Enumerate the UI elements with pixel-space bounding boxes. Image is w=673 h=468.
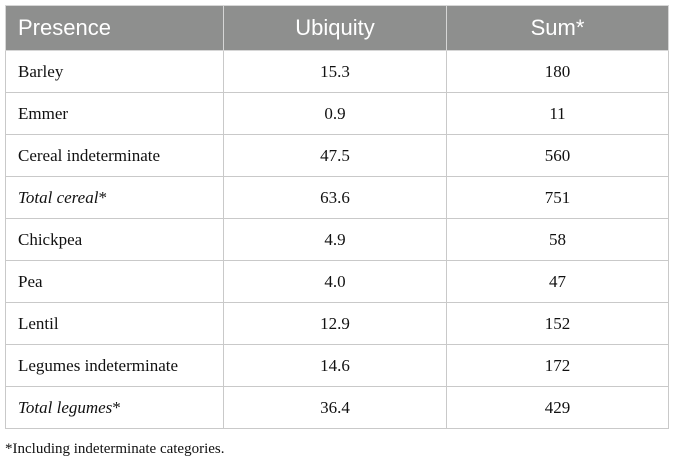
table-row: Chickpea 4.9 58 [5, 218, 669, 261]
row-label: Barley [5, 50, 224, 93]
row-label: Cereal indeterminate [5, 134, 224, 177]
table-body: Barley 15.3 180 Emmer 0.9 11 Cereal inde… [5, 50, 669, 429]
row-sum: 172 [446, 344, 669, 387]
row-label-asterisk: * [98, 187, 107, 207]
row-label-text: Total cereal [18, 187, 99, 207]
row-ubiquity: 12.9 [223, 302, 447, 345]
row-label-text: Emmer [18, 103, 69, 123]
table-row: Barley 15.3 180 [5, 50, 669, 93]
header-presence: Presence [5, 5, 224, 51]
row-sum: 47 [446, 260, 669, 303]
row-label-text: Pea [18, 271, 43, 291]
row-label-text: Total legumes [18, 397, 113, 417]
table-row-total: Total legumes* 36.4 429 [5, 386, 669, 429]
row-sum: 11 [446, 92, 669, 135]
table-footnote: *Including indeterminate categories. [5, 441, 225, 457]
table-row: Emmer 0.9 11 [5, 92, 669, 135]
table-row: Pea 4.0 47 [5, 260, 669, 303]
row-label: Legumes indeterminate [5, 344, 224, 387]
table-header: Presence Ubiquity Sum* [5, 5, 669, 51]
row-ubiquity: 47.5 [223, 134, 447, 177]
row-sum: 751 [446, 176, 669, 219]
row-sum: 58 [446, 218, 669, 261]
row-ubiquity: 63.6 [223, 176, 447, 219]
row-ubiquity: 14.6 [223, 344, 447, 387]
row-ubiquity: 36.4 [223, 386, 447, 429]
row-label: Emmer [5, 92, 224, 135]
row-label: Total cereal* [5, 176, 224, 219]
row-label: Chickpea [5, 218, 224, 261]
row-label: Lentil [5, 302, 224, 345]
header-ubiquity: Ubiquity [223, 5, 447, 51]
table-row: Cereal indeterminate 47.5 560 [5, 134, 669, 177]
header-row: Presence Ubiquity Sum* [5, 5, 669, 51]
header-sum: Sum* [446, 5, 669, 51]
row-sum: 152 [446, 302, 669, 345]
row-label-text: Legumes indeterminate [18, 355, 179, 375]
row-ubiquity: 4.9 [223, 218, 447, 261]
row-ubiquity: 0.9 [223, 92, 447, 135]
table-row: Legumes indeterminate 14.6 172 [5, 344, 669, 387]
table-row: Lentil 12.9 152 [5, 302, 669, 345]
row-ubiquity: 15.3 [223, 50, 447, 93]
data-table: Presence Ubiquity Sum* Barley 15.3 180 E… [5, 5, 669, 429]
row-ubiquity: 4.0 [223, 260, 447, 303]
row-sum: 180 [446, 50, 669, 93]
row-label: Total legumes* [5, 386, 224, 429]
row-label-text: Cereal indeterminate [18, 145, 161, 165]
row-label-text: Chickpea [18, 229, 83, 249]
row-sum: 560 [446, 134, 669, 177]
row-label-text: Barley [18, 61, 64, 81]
row-label: Pea [5, 260, 224, 303]
row-sum: 429 [446, 386, 669, 429]
row-label-asterisk: * [112, 397, 121, 417]
row-label-text: Lentil [18, 313, 59, 333]
table-row-total: Total cereal* 63.6 751 [5, 176, 669, 219]
